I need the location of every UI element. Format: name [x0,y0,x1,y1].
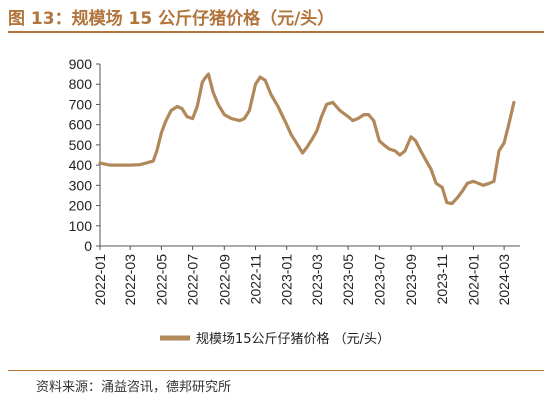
x-tick-label: 2023-05 [340,254,356,306]
title-rule [8,31,544,33]
y-tick-label: 400 [69,157,93,173]
y-tick-label: 200 [69,198,93,214]
y-tick-label: 0 [84,238,92,254]
price-series-line [98,72,516,206]
x-tick-label: 2022-07 [185,254,201,306]
chart-legend: 规模场15公斤仔猪价格 （元/头） [160,331,390,347]
y-tick-label: 300 [69,177,93,193]
x-tick-label: 2022-05 [153,254,169,306]
x-tick-label: 2023-03 [309,254,325,306]
chart-axes [96,63,520,250]
x-tick-label: 2022-03 [122,254,138,306]
x-tick-label: 2024-03 [496,254,512,306]
source-rule [8,370,544,371]
x-tick-label: 2023-07 [371,254,387,306]
source-note: 资料来源：涌益咨讯，德邦研究所 [36,380,232,395]
x-tick-labels: 2022-01 2022-03 2022-05 2022-07 2022-09 2022-… [92,254,512,306]
x-tick-label: 2022-09 [216,254,232,306]
x-tick-label: 2023-09 [403,254,419,306]
x-tick-label: 2023-01 [279,254,295,306]
legend-label: 规模场15公斤仔猪价格 （元/头） [196,331,390,347]
y-tick-label: 800 [69,76,93,92]
y-tick-label: 700 [69,96,93,112]
y-tick-label: 500 [69,137,93,153]
x-tick-label: 2024-01 [465,254,481,306]
x-tick-label: 2023-11 [434,254,450,305]
x-tick-label: 2022-01 [92,254,108,306]
y-tick-label: 100 [69,218,93,234]
y-tick-label: 600 [69,117,93,133]
figure-title: 图 13：规模场 15 公斤仔猪价格（元/头） [8,9,335,29]
x-tick-label: 2022-11 [248,254,264,305]
y-tick-labels: 0 100 200 300 400 500 600 700 800 900 [69,56,93,254]
y-tick-label: 900 [69,56,93,72]
